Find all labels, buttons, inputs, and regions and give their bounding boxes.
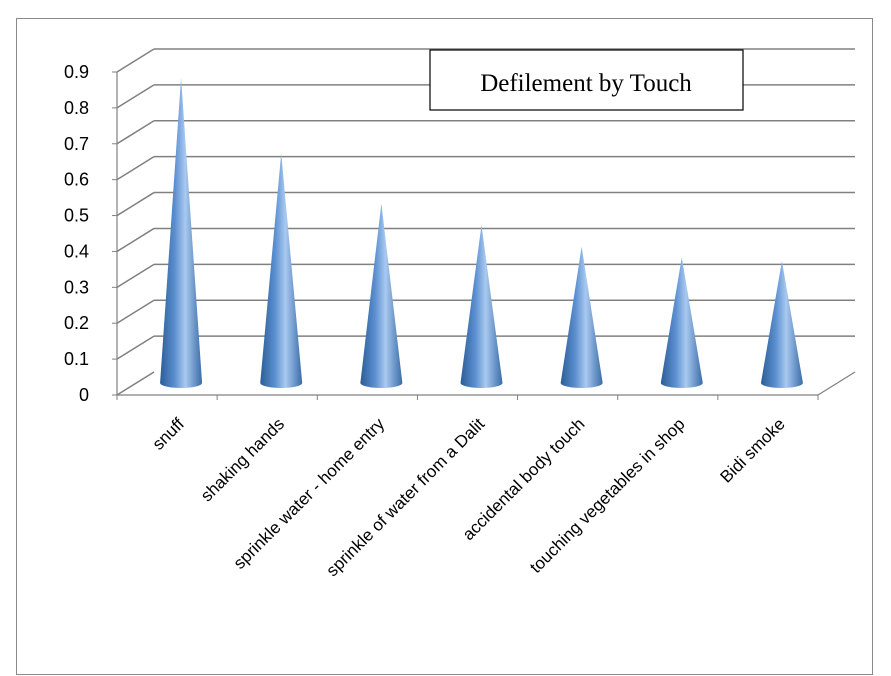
- x-tick-label: snuff: [149, 414, 188, 453]
- y-tick-label: 0.8: [64, 98, 89, 118]
- y-tick-label: 0.5: [64, 206, 89, 226]
- x-tick-label: sprinkle of water from a Dalit: [323, 414, 489, 580]
- x-tick-label: Bidi smoke: [717, 414, 789, 486]
- y-tick-label: 0: [79, 385, 89, 405]
- x-tick-label: shaking hands: [197, 414, 288, 505]
- gridline-depth: [116, 48, 155, 73]
- y-tick-label: 0.7: [64, 134, 89, 154]
- chart-title-border: [429, 49, 744, 111]
- cone-bar: [760, 260, 803, 388]
- cone-bar: [560, 246, 603, 388]
- cone-bar: [660, 257, 703, 388]
- axes: [112, 71, 856, 400]
- cone-bar: [360, 203, 403, 388]
- gridlines: [116, 48, 855, 396]
- cones: [160, 77, 803, 388]
- y-tick-label: 0.1: [64, 349, 89, 369]
- y-tick-label: 0.2: [64, 313, 89, 333]
- y-tick-label: 0.6: [64, 170, 89, 190]
- y-tick-label: 0.4: [64, 241, 89, 261]
- cone-bar: [260, 153, 303, 388]
- gridline-depth: [116, 156, 155, 181]
- gridline-depth: [116, 120, 155, 145]
- gridline-depth: [116, 84, 155, 109]
- cone-bar: [160, 77, 203, 388]
- y-tick-label: 0.9: [64, 62, 89, 82]
- gridline-depth: [116, 299, 155, 324]
- gridline-depth: [116, 227, 155, 253]
- gridline-depth: [116, 335, 155, 360]
- gridline-depth: [116, 263, 155, 288]
- gridline-depth: [116, 191, 155, 217]
- gridline-depth: [116, 371, 155, 396]
- chart-title: Defilement by Touch: [480, 70, 692, 97]
- cone-bar: [460, 225, 503, 388]
- chart-frame: [16, 18, 873, 675]
- y-tick-label: 0.3: [64, 277, 89, 297]
- chart-title-box: Defilement by Touch: [429, 49, 744, 111]
- floor-edge: [817, 371, 856, 396]
